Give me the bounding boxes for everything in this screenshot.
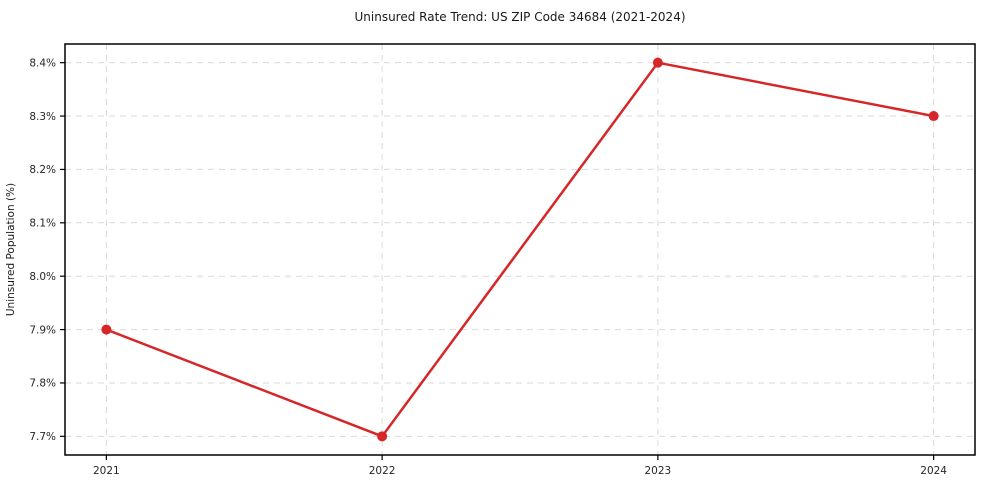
y-tick-label: 7.7% bbox=[29, 431, 56, 443]
y-tick-label: 7.9% bbox=[29, 324, 56, 336]
trend-line bbox=[105, 61, 935, 438]
y-tick-label: 8.3% bbox=[29, 111, 56, 123]
data-point bbox=[377, 431, 388, 442]
y-axis-label: Uninsured Population (%) bbox=[5, 183, 17, 316]
x-tick-label: 2023 bbox=[645, 465, 672, 477]
y-tick-label: 8.1% bbox=[29, 218, 56, 230]
axis-ticks bbox=[60, 62, 935, 460]
plot-area-border bbox=[64, 43, 976, 456]
y-tick-label: 8.4% bbox=[29, 57, 56, 69]
data-point bbox=[652, 57, 663, 68]
x-tick-label: 2022 bbox=[369, 465, 396, 477]
gridlines bbox=[65, 44, 975, 455]
data-series bbox=[101, 57, 939, 442]
y-tick-label: 8.0% bbox=[29, 271, 56, 283]
y-tick-label: 7.8% bbox=[29, 378, 56, 390]
x-tick-label: 2024 bbox=[920, 465, 947, 477]
chart-title: Uninsured Rate Trend: US ZIP Code 34684 … bbox=[354, 10, 685, 24]
axis-tick-labels: 7.7% 7.8% 7.9% 8.0% 8.1% 8.2% 8.3% 8.4% 2021 2022… bbox=[29, 57, 947, 477]
x-tick-label: 2021 bbox=[93, 465, 120, 477]
y-tick-label: 8.2% bbox=[29, 164, 56, 176]
data-point bbox=[101, 324, 112, 335]
data-point bbox=[928, 111, 939, 122]
